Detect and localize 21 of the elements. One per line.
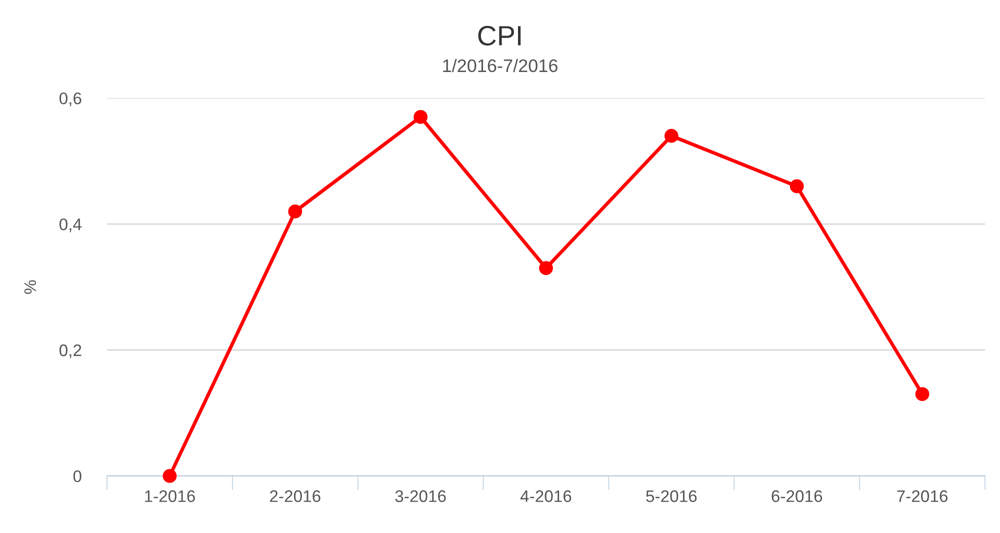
- point: [539, 261, 553, 276]
- x-tick-label: 6-2016: [772, 490, 822, 502]
- x-tick-label: 1-2016: [145, 490, 195, 502]
- y-tick-label: 0,6: [59, 92, 82, 106]
- point: [915, 387, 930, 402]
- x-tick-label: 7-2016: [897, 490, 948, 502]
- x-tick-label: 3-2016: [395, 490, 446, 502]
- point: [790, 179, 804, 194]
- point: [664, 128, 678, 143]
- x-tick-label: 4-2016: [520, 490, 572, 502]
- chart-subtitle: 1/2016-7/2016: [443, 58, 558, 72]
- y-tick-label: 0,2: [59, 344, 82, 358]
- point: [288, 204, 302, 218]
- x-tick-label: 5-2016: [646, 490, 697, 502]
- point: [162, 469, 177, 483]
- y-tick-label: 0: [73, 470, 82, 482]
- y-tick-label: 0,4: [59, 218, 82, 232]
- y-axis-title: %: [24, 280, 36, 294]
- chart-title: CPI: [478, 26, 521, 46]
- x-tick-label: 2-2016: [270, 490, 320, 502]
- point: [414, 110, 428, 124]
